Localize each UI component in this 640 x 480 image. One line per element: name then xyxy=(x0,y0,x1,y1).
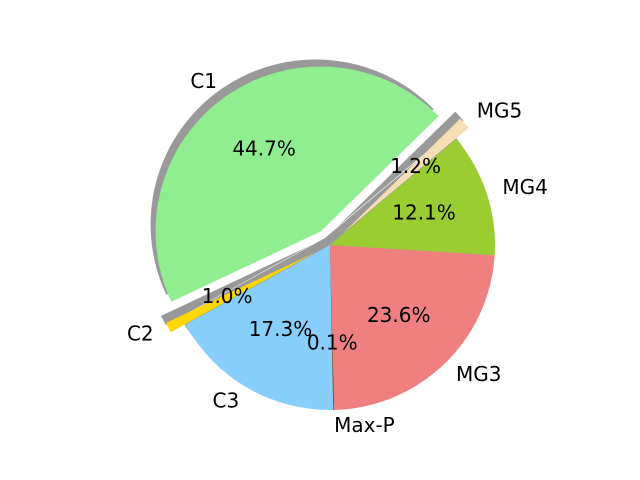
slice-value-label-c1: 44.7% xyxy=(232,137,296,161)
slice-c1 xyxy=(155,66,439,302)
slice-label-mg5: MG5 xyxy=(477,99,522,123)
slice-c3 xyxy=(185,245,334,410)
slice-label-c3: C3 xyxy=(212,389,239,413)
slice-mg4 xyxy=(330,138,495,256)
slice-label-mg4: MG4 xyxy=(502,175,547,199)
slice-value-label-mg4: 12.1% xyxy=(392,201,456,225)
slice-shadow-mg5 xyxy=(337,111,464,227)
slice-mg3 xyxy=(330,245,495,410)
slice-label-c1: C1 xyxy=(190,69,217,93)
slice-value-label-c3: 17.3% xyxy=(249,317,313,341)
slice-max-p xyxy=(330,245,335,410)
slice-c2 xyxy=(166,252,316,333)
slice-value-label-mg5: 1.2% xyxy=(390,154,441,178)
slice-value-label-mg3: 23.6% xyxy=(367,303,431,327)
slice-label-max-p: Max-P xyxy=(334,413,395,437)
slice-shadow-c2 xyxy=(161,245,311,326)
slice-label-c2: C2 xyxy=(127,322,154,346)
slice-label-mg3: MG3 xyxy=(456,362,501,386)
pie-labels: MG5 1.2% C1 44.7% C2 1.0% C3 17.3% Max-P 0.1% MG3 2… xyxy=(127,69,548,437)
pie-slices xyxy=(155,66,495,410)
slice-value-label-c2: 1.0% xyxy=(202,284,253,308)
slice-mg5 xyxy=(342,118,469,234)
slice-value-label-max-p: 0.1% xyxy=(307,330,358,354)
